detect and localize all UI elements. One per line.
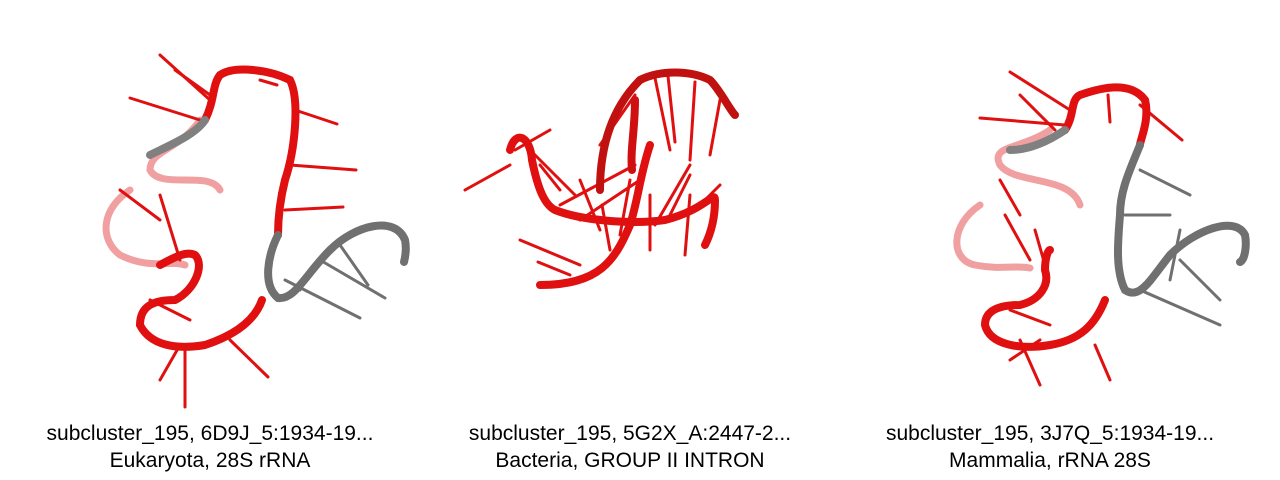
structure-panel-2: subcluster_195, 5G2X_A:2447-2... Bacteri…	[420, 0, 840, 480]
rna-structure-image-1	[102, 53, 410, 409]
rna-structure-image-2	[463, 68, 739, 289]
structure-panel-3: subcluster_195, 3J7Q_5:1934-19... Mammal…	[840, 0, 1260, 480]
caption-title: subcluster_195, 6D9J_5:1934-19...	[46, 422, 374, 445]
caption-3: subcluster_195, 3J7Q_5:1934-19... Mammal…	[840, 420, 1260, 474]
caption-subtitle: Bacteria, GROUP II INTRON	[495, 449, 765, 472]
caption-title: subcluster_195, 3J7Q_5:1934-19...	[885, 422, 1215, 445]
caption-subtitle: Mammalia, rRNA 28S	[949, 449, 1151, 472]
caption-title: subcluster_195, 5G2X_A:2447-2...	[468, 422, 792, 445]
caption-subtitle: Eukaryota, 28S rRNA	[109, 449, 311, 472]
caption-1: subcluster_195, 6D9J_5:1934-19... Eukary…	[0, 420, 420, 474]
caption-2: subcluster_195, 5G2X_A:2447-2... Bacteri…	[420, 420, 840, 474]
structure-panel-1: subcluster_195, 6D9J_5:1934-19... Eukary…	[0, 0, 420, 480]
rna-structure-image-3	[953, 70, 1250, 387]
